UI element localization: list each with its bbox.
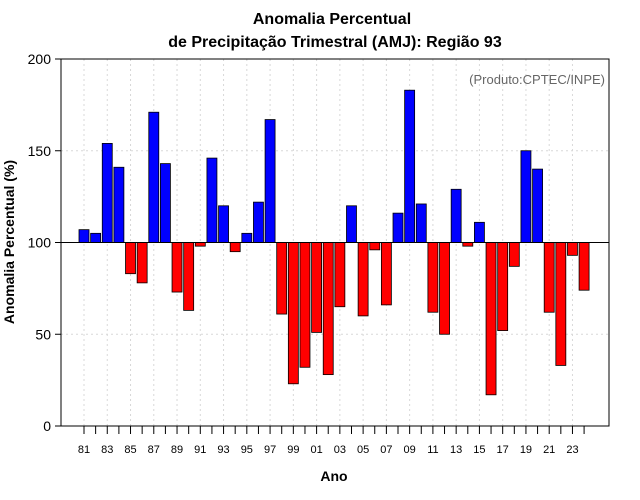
bar-85 — [125, 242, 136, 275]
bar-19 — [520, 150, 532, 243]
chart-title-line-1: Anomalia Percentual — [253, 11, 411, 28]
x-axis-label: Ano — [320, 468, 347, 484]
bar-81 — [78, 229, 90, 243]
bar-89 — [171, 242, 183, 293]
bar-08 — [392, 212, 404, 243]
x-tick-label: 91 — [194, 444, 206, 456]
bar-83 — [101, 143, 113, 243]
x-tick-label: 07 — [380, 444, 392, 456]
bar-20 — [532, 168, 543, 243]
bar-87 — [148, 111, 160, 243]
bar-07 — [380, 242, 392, 306]
y-tick-label: 150 — [28, 143, 52, 159]
bar-86 — [136, 242, 148, 284]
x-tick-label: 01 — [310, 444, 322, 456]
bar-99 — [287, 242, 299, 385]
x-tick-label: 21 — [543, 444, 555, 456]
bar-90 — [183, 242, 195, 311]
bar-95 — [241, 232, 253, 243]
bar-21 — [543, 242, 555, 313]
bar-22 — [555, 242, 567, 366]
y-tick-label: 0 — [43, 418, 51, 434]
x-tick-label: 99 — [287, 444, 299, 456]
bar-98 — [276, 242, 288, 315]
x-tick-label: 11 — [427, 444, 438, 456]
bar-03 — [334, 242, 346, 308]
bar-11 — [427, 242, 439, 313]
bar-92 — [206, 157, 218, 243]
bar-91 — [194, 242, 206, 247]
credit-text: (Produto:CPTEC/INPE) — [469, 72, 605, 87]
bar-88 — [160, 163, 171, 243]
bar-24 — [578, 242, 590, 291]
x-tick-label: 03 — [334, 444, 346, 456]
x-tick-label: 83 — [101, 444, 113, 456]
bar-15 — [474, 221, 485, 243]
bar-09 — [404, 89, 416, 243]
bar-94 — [229, 242, 241, 253]
bar-96 — [253, 201, 264, 243]
x-tick-label: 93 — [217, 444, 229, 456]
bar-93 — [218, 205, 229, 243]
x-tick-label: 05 — [357, 444, 369, 456]
bar-05 — [357, 242, 369, 317]
bar-13 — [450, 188, 462, 243]
y-tick-label: 100 — [28, 235, 52, 251]
bar-02 — [322, 242, 334, 376]
bar-16 — [485, 242, 497, 396]
bar-04 — [346, 205, 357, 243]
x-tick-label: 09 — [404, 444, 416, 456]
y-axis-label: Anomalia Percentual (%) — [1, 160, 17, 324]
bar-17 — [497, 242, 509, 331]
bar-01 — [311, 242, 323, 333]
x-tick-label: 95 — [241, 444, 253, 456]
bar-82 — [90, 232, 102, 243]
x-tick-label: 13 — [450, 444, 462, 456]
x-tick-label: 23 — [566, 444, 578, 456]
grid — [61, 59, 609, 426]
x-tick-label: 15 — [473, 444, 485, 456]
x-tick-label: 85 — [124, 444, 136, 456]
bar-00 — [299, 242, 311, 368]
x-tick-label: 19 — [520, 444, 532, 456]
bar-18 — [508, 242, 520, 267]
bar-12 — [439, 242, 450, 335]
x-tick-label: 97 — [264, 444, 276, 456]
bar-10 — [415, 203, 427, 243]
bar-23 — [567, 242, 578, 256]
bar-14 — [462, 242, 474, 247]
x-tick-label: 89 — [171, 444, 183, 456]
bars — [78, 89, 590, 396]
x-tick-label: 81 — [78, 444, 90, 456]
y-axis: 0 50 100 150 200 — [28, 51, 61, 434]
x-axis: 81 83 85 87 89 91 93 95 97 99 01 03 05 07 09 11 13 15 17 19… — [78, 426, 585, 456]
chart-title-line-2: de Precipitação Trimestral (AMJ): Região… — [168, 34, 502, 51]
y-tick-label: 200 — [28, 51, 52, 67]
x-tick-label: 17 — [497, 444, 509, 456]
y-tick-label: 50 — [35, 326, 51, 342]
bar-97 — [264, 119, 276, 243]
bar-84 — [113, 166, 125, 243]
bar-06 — [369, 242, 381, 251]
x-tick-label: 87 — [148, 444, 160, 456]
